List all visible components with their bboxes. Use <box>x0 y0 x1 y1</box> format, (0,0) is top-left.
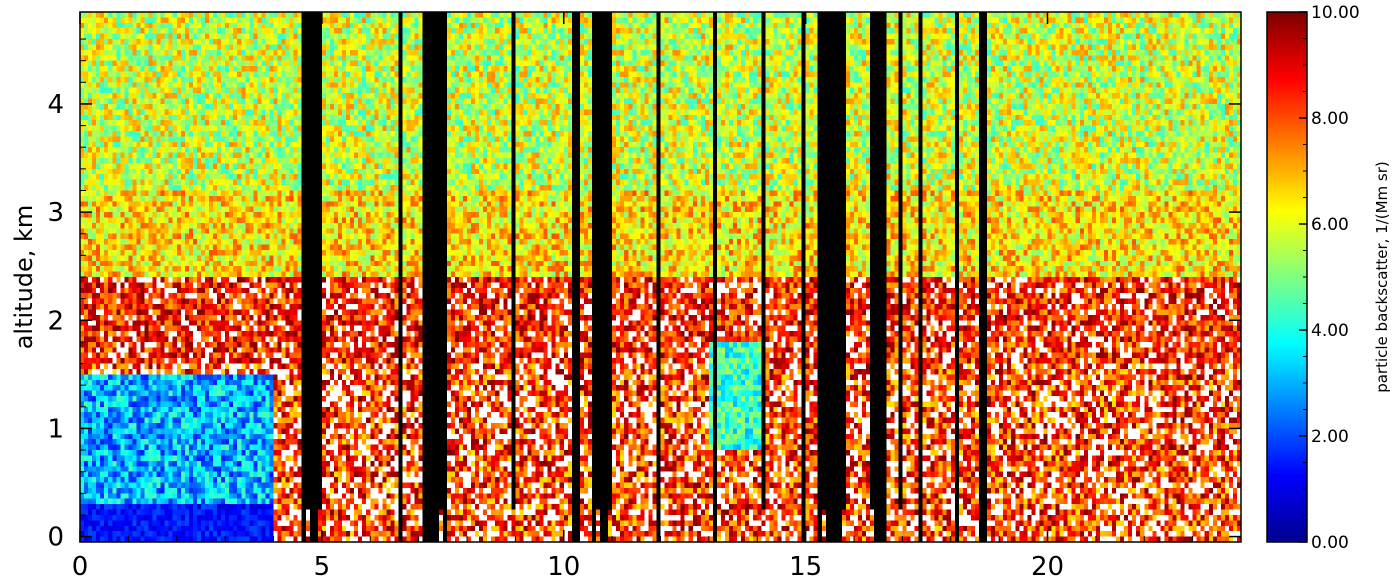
colorbar-label: particle backscatter, 1/(Mm sr) <box>1373 161 1391 393</box>
y-tick-label: 0 <box>47 523 64 553</box>
x-tick-label: 5 <box>314 552 331 580</box>
x-tick-label: 15 <box>789 552 822 580</box>
colorbar-gradient <box>1267 12 1307 542</box>
y-tick-label: 1 <box>47 414 64 444</box>
heatmap-plot-area <box>80 12 1241 542</box>
x-tick-label: 10 <box>547 552 580 580</box>
y-axis-label: altitude, km <box>10 205 38 350</box>
backscatter-heatmap <box>80 12 1241 542</box>
x-tick-label: 0 <box>72 552 89 580</box>
y-tick-label: 3 <box>47 198 64 228</box>
colorbar-tick-label: 10.00 <box>1311 3 1360 23</box>
colorbar-tick-label: 6.00 <box>1311 215 1349 235</box>
y-tick-label: 2 <box>47 306 64 336</box>
x-tick-label: 20 <box>1031 552 1064 580</box>
colorbar-tick-label: 4.00 <box>1311 321 1349 341</box>
y-tick-label: 4 <box>47 90 64 120</box>
y-axis: 0 1 2 3 4 <box>47 38 1241 553</box>
colorbar: 0.00 2.00 4.00 6.00 8.00 10.00 <box>1266 3 1360 553</box>
colorbar-tick-label: 2.00 <box>1311 427 1349 447</box>
colorbar-tick-label: 0.00 <box>1311 533 1349 553</box>
x-axis: 0 5 10 15 20 <box>72 12 1194 580</box>
colorbar-tick-label: 8.00 <box>1311 109 1349 129</box>
